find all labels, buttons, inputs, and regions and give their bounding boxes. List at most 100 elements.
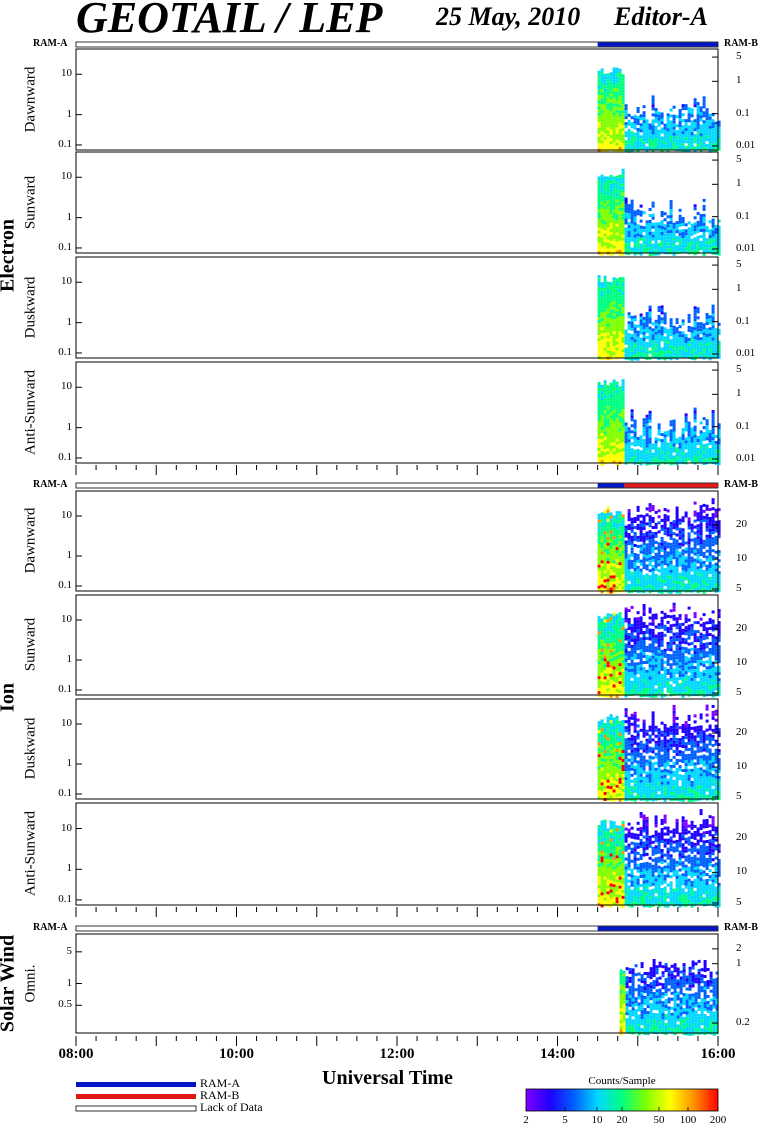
spectrogram-cell	[597, 106, 601, 110]
spectrogram-cell	[597, 513, 601, 517]
spectrogram-cell	[603, 389, 607, 393]
spectrogram-cell	[612, 690, 616, 694]
spectrogram-cell	[687, 630, 691, 634]
spectrogram-cell	[711, 507, 715, 511]
spectrogram-cell	[603, 619, 607, 623]
spectrogram-cell	[618, 231, 622, 235]
spectrogram-cell	[630, 559, 634, 563]
spectrogram-cell	[702, 655, 706, 659]
spectrogram-cell	[633, 117, 637, 121]
spectrogram-cell	[612, 774, 616, 778]
spectrogram-cell	[648, 235, 652, 238]
spectrogram-cell	[597, 248, 601, 252]
spectrogram-cell	[669, 566, 673, 570]
spectrogram-cell	[627, 584, 631, 588]
spectrogram-cell	[657, 626, 661, 630]
spectrogram-cell	[621, 439, 625, 443]
spectrogram-cell	[621, 74, 625, 78]
spectrogram-cell	[696, 138, 700, 142]
spectrogram-cell	[696, 527, 700, 531]
spectrogram-cell	[621, 286, 625, 290]
spectrogram-cell	[705, 684, 709, 688]
spectrogram-cell	[708, 128, 712, 132]
spectrogram-cell	[663, 562, 667, 566]
spectrogram-cell	[633, 210, 637, 214]
spectrogram-cell	[624, 200, 628, 204]
spectrogram-cell	[600, 533, 604, 537]
spectrogram-cell	[660, 557, 664, 561]
spectrogram-cell	[684, 574, 688, 578]
spectrogram-cell	[630, 686, 634, 690]
spectrogram-cell	[606, 179, 610, 183]
spectrogram-cell	[711, 143, 715, 147]
spectrogram-cell	[612, 792, 616, 796]
spectrogram-cell	[675, 450, 679, 454]
spectrogram-cell	[651, 726, 655, 730]
spectrogram-cell	[690, 547, 694, 551]
spectrogram-cell	[621, 83, 625, 87]
spectrogram-cell	[603, 404, 607, 408]
spectrogram-cell	[621, 647, 625, 651]
spectrogram-cell	[606, 212, 610, 216]
spectrogram-cell	[597, 772, 601, 776]
spectrogram-cell	[606, 776, 610, 780]
spectrogram-cell	[618, 762, 622, 766]
spectrogram-cell	[648, 335, 652, 339]
spectrogram-cell	[708, 220, 712, 224]
spectrogram-cell	[612, 310, 616, 314]
spectrogram-cell	[711, 230, 715, 234]
spectrogram-cell	[618, 624, 622, 628]
spectrogram-cell	[696, 126, 700, 130]
spectrogram-cell	[618, 86, 622, 90]
spectrogram-cell	[606, 554, 610, 558]
spectrogram-cell	[624, 634, 628, 638]
spectrogram-cell	[681, 628, 685, 632]
spectrogram-cell	[639, 435, 643, 439]
spectrogram-cell	[639, 616, 643, 620]
spectrogram-cell	[645, 438, 649, 442]
spectrogram-cell	[630, 442, 634, 446]
spectrogram-cell	[600, 294, 604, 298]
spectrogram-cell	[642, 652, 646, 655]
spectrogram-cell	[675, 327, 679, 331]
spectrogram-cell	[621, 394, 625, 398]
spectrogram-cell	[693, 573, 697, 577]
spectrogram-cell	[660, 575, 664, 579]
spectrogram-cell	[672, 659, 676, 663]
spectrogram-cell	[714, 571, 718, 575]
spectrogram-cell	[609, 587, 613, 591]
spectrogram-cell	[693, 681, 697, 685]
spectrogram-cell	[699, 106, 703, 110]
spectrogram-cell	[675, 653, 679, 657]
spectrogram-cell	[603, 510, 607, 514]
spectrogram-cell	[600, 454, 604, 457]
spectrogram-cell	[597, 299, 601, 303]
spectrogram-cell	[717, 508, 721, 512]
spectrogram-cell	[702, 462, 706, 466]
spectrogram-cell	[627, 442, 631, 446]
spectrogram-cell	[633, 756, 637, 760]
spectrogram-cell	[609, 622, 613, 626]
spectrogram-cell	[615, 408, 619, 412]
spectrogram-cell	[606, 572, 610, 576]
spectrogram-cell	[603, 522, 607, 526]
spectrogram-cell	[630, 351, 634, 355]
spectrogram-cell	[600, 433, 604, 436]
spectrogram-cell	[633, 243, 637, 247]
spectrogram-cell	[603, 293, 607, 297]
spectrogram-cell	[642, 524, 646, 528]
spectrogram-cell	[597, 573, 601, 577]
spectrogram-cell	[600, 545, 604, 549]
spectrogram-cell	[624, 783, 628, 787]
spectrogram-cell	[600, 324, 604, 328]
spectrogram-cell	[654, 670, 658, 674]
spectrogram-cell	[642, 776, 646, 780]
spectrogram-cell	[708, 137, 712, 141]
spectrogram-cell	[618, 657, 622, 661]
spectrogram-cell	[657, 324, 661, 327]
spectrogram-cell	[615, 775, 619, 779]
spectrogram-cell	[687, 574, 691, 578]
spectrogram-cell	[648, 305, 652, 309]
spectrogram-cell	[699, 580, 703, 584]
spectrogram-cell	[615, 220, 619, 224]
